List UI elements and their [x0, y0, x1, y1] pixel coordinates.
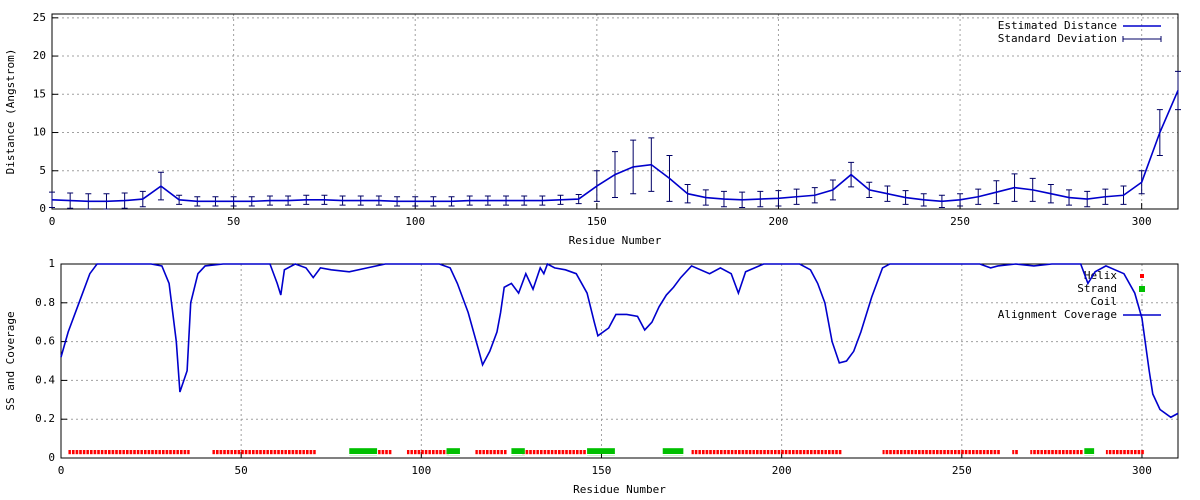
ss-segment: [212, 449, 316, 455]
y-tick-label: 5: [39, 164, 46, 177]
y-tick-label: 0: [48, 451, 55, 464]
y-axis-label: SS and Coverage: [4, 311, 17, 410]
x-tick-label: 250: [950, 215, 970, 228]
y-tick-label: 15: [33, 87, 46, 100]
y-tick-label: 25: [33, 11, 46, 24]
ss-segment: [475, 449, 507, 455]
ss-segment: [68, 449, 190, 455]
ss-segment: [1084, 448, 1095, 456]
x-tick-label: 300: [1132, 464, 1152, 477]
legend-swatch: [1141, 301, 1143, 303]
y-axis-label: Distance (Angstrom): [4, 49, 17, 175]
ss-segment: [1030, 449, 1084, 455]
y-tick-label: 20: [33, 49, 46, 62]
coverage-line: [60, 262, 1179, 419]
plot-frame: [51, 13, 1179, 210]
ss-segment: [349, 448, 378, 456]
x-axis-label: Residue Number: [573, 483, 666, 496]
x-axis-label: Residue Number: [569, 234, 662, 247]
x-tick-label: 250: [952, 464, 972, 477]
ss-segment: [882, 449, 1001, 455]
distance-line: [51, 90, 1179, 203]
plot-frame: [60, 263, 1179, 459]
x-tick-label: 150: [587, 215, 607, 228]
ss-segment: [446, 448, 460, 456]
y-tick-label: 1: [48, 257, 55, 270]
y-tick-label: 0.2: [35, 412, 55, 425]
ss-segment: [1105, 449, 1145, 455]
y-tick-label: 10: [33, 126, 46, 139]
x-tick-label: 100: [411, 464, 431, 477]
x-tick-label: 0: [49, 215, 56, 228]
x-tick-label: 300: [1132, 215, 1152, 228]
x-tick-label: 200: [769, 215, 789, 228]
x-tick-label: 200: [772, 464, 792, 477]
legend-label: Alignment Coverage: [998, 308, 1117, 321]
legend-label: Estimated Distance: [998, 19, 1117, 32]
x-tick-label: 50: [235, 464, 248, 477]
legend-label: Helix: [1084, 269, 1117, 282]
ss-segment: [691, 449, 842, 455]
ss-segment: [406, 449, 450, 455]
ss-segment: [522, 449, 587, 455]
ss-segment: [587, 448, 615, 456]
legend-swatch: [1122, 36, 1162, 42]
error-bar: [1175, 70, 1181, 111]
x-tick-label: 50: [227, 215, 240, 228]
legend-label: Strand: [1077, 282, 1117, 295]
ss-segment: [662, 448, 684, 456]
y-tick-label: 0.6: [35, 335, 55, 348]
x-tick-label: 0: [58, 464, 65, 477]
x-tick-label: 150: [592, 464, 612, 477]
ss-segment: [378, 449, 392, 455]
y-tick-label: 0.8: [35, 296, 55, 309]
legend-swatch: [1140, 274, 1144, 278]
x-tick-label: 100: [405, 215, 425, 228]
ss-segment: [1012, 449, 1019, 455]
legend-label: Standard Deviation: [998, 32, 1117, 45]
ss-segment: [511, 448, 525, 456]
legend-swatch: [1139, 286, 1145, 292]
legend-label: Coil: [1091, 295, 1118, 308]
y-tick-label: 0: [39, 202, 46, 215]
y-tick-label: 0.4: [35, 373, 55, 386]
error-bar: [49, 191, 55, 208]
